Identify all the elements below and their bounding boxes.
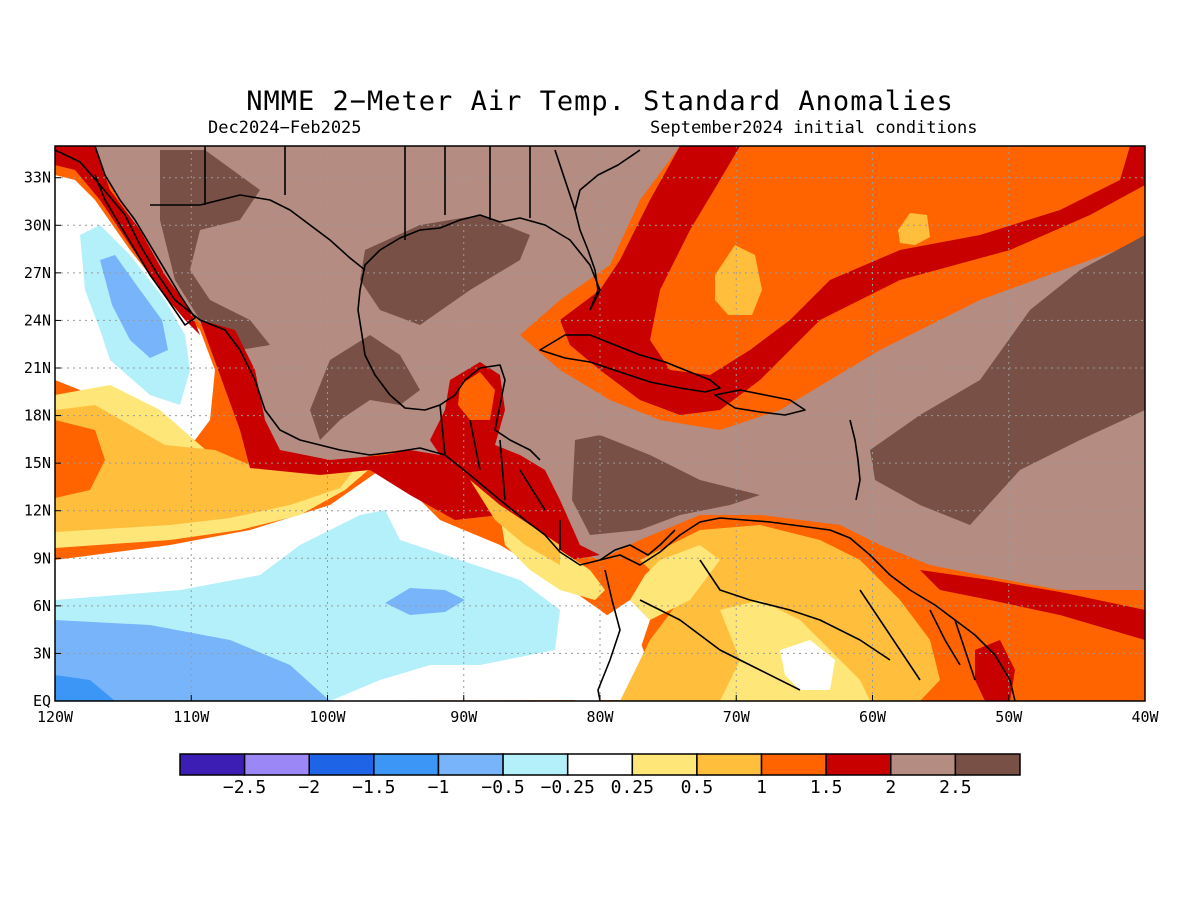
chart-title: NMME 2−Meter Air Temp. Standard Anomalie…: [246, 86, 954, 117]
colorbar-swatch: [760, 753, 827, 776]
anomaly-fill-mexico-darkbrown-2: [310, 335, 420, 440]
colorbar-swatch: [631, 753, 698, 776]
colorbar-label: −0.25: [541, 777, 595, 798]
colorbar-label: 2: [885, 777, 896, 798]
coastline-colombia-pacific: [597, 569, 621, 701]
lat-lon-grid: [55, 146, 1145, 701]
anomaly-fill-yucatan-orange: [458, 372, 495, 420]
border-us-mexico: [150, 194, 366, 271]
colorbar-label: −0.5: [481, 777, 524, 798]
y-tick-label: 24N: [24, 311, 51, 329]
coastline-cuba: [539, 334, 721, 393]
anomaly-fill-atlantic-lightorange-2: [898, 213, 930, 245]
y-tick-label: 27N: [24, 264, 51, 282]
border-central-america: [439, 404, 561, 550]
x-axis: 120W 110W 100W 90W 80W 70W 60W 50W 40W: [37, 695, 1160, 726]
y-tick-label: 21N: [24, 359, 51, 377]
colorbar-label: 2.5: [939, 777, 972, 798]
coastline-hispaniola: [714, 389, 806, 416]
anomaly-fill-pacific-blue-north: [100, 255, 168, 358]
x-tick-label: 40W: [1131, 708, 1159, 726]
border-samerica: [639, 559, 976, 691]
season-label: Dec2024−Feb2025: [208, 118, 362, 138]
colorbar: −2.5 −2 −1.5 −1 −0.5 −0.25 0.25 0.5 1 1.5 2 2.5: [179, 753, 1021, 798]
coastline-gulf-of-mexico: [357, 214, 601, 461]
y-tick-label: 3N: [33, 644, 51, 662]
colorbar-label: −1.5: [352, 777, 395, 798]
colorbar-swatch: [179, 753, 246, 776]
colorbar-label: −1: [428, 777, 450, 798]
x-tick-label: 50W: [995, 708, 1023, 726]
anomaly-fill-pacific-lightorange: [55, 405, 360, 532]
coastline-lesser-antilles: [849, 419, 861, 501]
x-tick-label: 100W: [309, 708, 346, 726]
colorbar-swatch: [502, 753, 569, 776]
anomaly-fill-pacific-orange-core: [55, 420, 105, 498]
colorbar-swatch: [825, 753, 892, 776]
colorbar-swatch: [696, 753, 763, 776]
colorbar-swatch: [954, 753, 1021, 776]
anomaly-fill-pacific-blue-spot: [385, 588, 465, 615]
anomaly-fill-samerica-yellow: [630, 545, 720, 620]
x-tick-label: 80W: [586, 708, 614, 726]
y-tick-label: 30N: [24, 216, 51, 234]
colorbar-swatch: [308, 753, 375, 776]
x-tick-label: 60W: [859, 708, 887, 726]
colorbar-swatch: [243, 753, 310, 776]
colorbar-label: −2.5: [223, 777, 266, 798]
colorbar-label: 1.5: [810, 777, 843, 798]
anomaly-fill-caribbean-darkbrown: [572, 435, 760, 535]
colorbar-label: 1: [756, 777, 767, 798]
y-tick-label: 9N: [33, 549, 51, 567]
colorbar-label: 0.5: [681, 777, 714, 798]
y-tick-label: 18N: [24, 407, 51, 425]
colorbar-label: −2: [298, 777, 320, 798]
y-tick-label: 12N: [24, 502, 51, 520]
colorbar-swatch: [437, 753, 504, 776]
initial-conditions-label: September2024 initial conditions: [650, 118, 978, 138]
coastline-south-america: [599, 517, 1016, 701]
anomaly-fill-isthmus-lightorange: [470, 480, 560, 565]
x-tick-label: 70W: [723, 708, 751, 726]
anomaly-fill-mexico-coast-red: [200, 320, 500, 520]
anomaly-fill-mexico-darkbrown-1: [160, 150, 270, 350]
anomaly-fill-atlantic-darkbrown: [870, 235, 1145, 525]
y-tick-label: 15N: [24, 454, 51, 472]
anomaly-fill-samerica-white: [780, 640, 835, 690]
colorbar-swatch: [373, 753, 440, 776]
colorbar-swatch: [566, 753, 634, 776]
coastlines: [55, 146, 1016, 701]
y-axis: EQ 3N 6N 9N 12N 15N 18N 21N 24N 27N 30N 33N: [24, 169, 61, 710]
x-tick-label: 110W: [173, 708, 210, 726]
border-us-states: [204, 146, 576, 240]
anomaly-fill-baja-coast-red: [55, 146, 200, 335]
x-tick-label: 90W: [450, 708, 478, 726]
colorbar-label: 0.25: [611, 777, 654, 798]
colorbar-swatch: [890, 753, 957, 776]
coastline-baja: [94, 146, 196, 326]
anomaly-fill-guiana-red: [975, 640, 1015, 701]
anomaly-fill-pacific-blue-south: [55, 620, 330, 701]
y-tick-label: 6N: [33, 597, 51, 615]
anomaly-fill-atlantic-lightorange-1: [715, 245, 762, 315]
coastline-florida: [574, 149, 641, 311]
anomaly-fill-atlantic-orange: [650, 146, 1130, 375]
anomaly-fill-pacific-darkblue-spot: [55, 675, 115, 701]
x-tick-label: 120W: [37, 708, 74, 726]
y-tick-label: EQ: [33, 692, 51, 710]
anomaly-fill-gulf-darkbrown: [360, 215, 530, 325]
anomaly-fill-samerica-red-band: [920, 570, 1145, 640]
y-tick-label: 33N: [24, 169, 51, 187]
